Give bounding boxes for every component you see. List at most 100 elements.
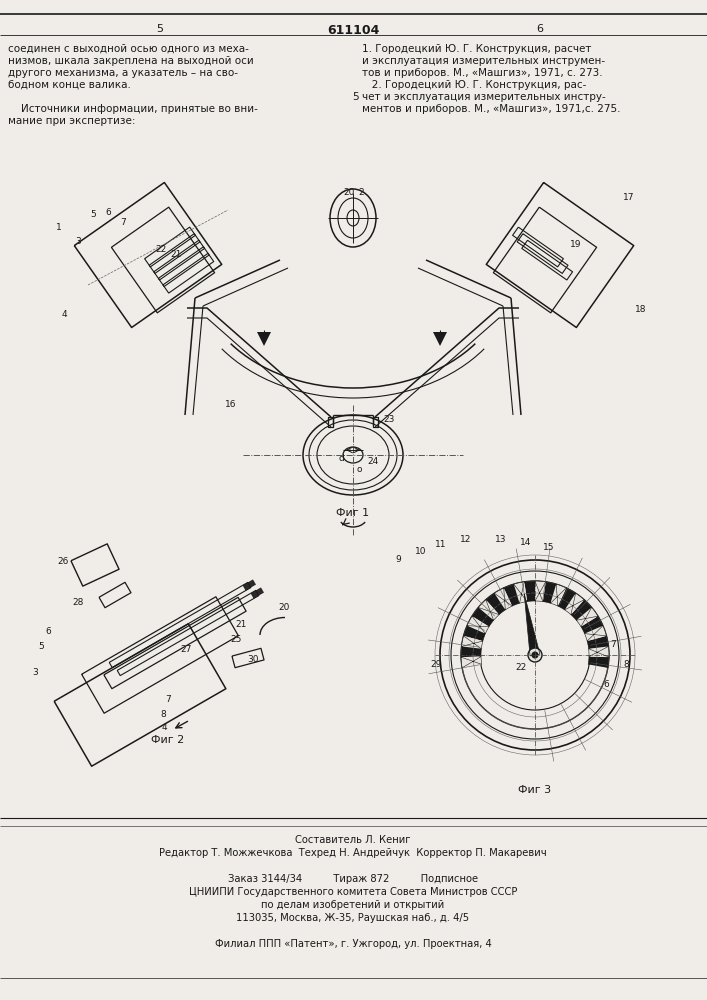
Text: мание при экспертизе:: мание при экспертизе: (8, 116, 136, 126)
Text: 21: 21 (170, 250, 182, 259)
Text: 5: 5 (90, 210, 95, 219)
Text: 9: 9 (395, 555, 401, 564)
Text: 7: 7 (165, 695, 171, 704)
Text: Фиг 2: Фиг 2 (151, 735, 185, 745)
Text: низмов, шкала закреплена на выходной оси: низмов, шкала закреплена на выходной оси (8, 56, 254, 66)
Text: 6: 6 (537, 24, 544, 34)
Text: 10: 10 (415, 547, 426, 556)
Polygon shape (257, 332, 271, 346)
Text: 28: 28 (72, 598, 83, 607)
Polygon shape (461, 646, 481, 657)
Text: ЦНИИПИ Государственного комитета Совета Министров СССР: ЦНИИПИ Государственного комитета Совета … (189, 887, 518, 897)
Text: бодном конце валика.: бодном конце валика. (8, 80, 131, 90)
Text: 11: 11 (435, 540, 447, 549)
Text: другого механизма, а указатель – на сво-: другого механизма, а указатель – на сво- (8, 68, 238, 78)
Text: 14: 14 (520, 538, 532, 547)
Text: чет и эксплуатация измерительных инстру-: чет и эксплуатация измерительных инстру- (362, 92, 606, 102)
Text: 22: 22 (155, 245, 166, 254)
Text: 22: 22 (515, 663, 526, 672)
Polygon shape (464, 626, 486, 641)
Text: 5: 5 (156, 24, 163, 34)
Polygon shape (250, 587, 264, 599)
Text: 4: 4 (62, 310, 68, 319)
Polygon shape (524, 594, 540, 656)
Text: 7: 7 (120, 218, 126, 227)
Polygon shape (243, 579, 256, 591)
Text: 1: 1 (56, 223, 62, 232)
Text: 6: 6 (603, 680, 609, 689)
Text: 3: 3 (32, 668, 37, 677)
Text: по делам изобретений и открытий: по делам изобретений и открытий (262, 900, 445, 910)
Polygon shape (433, 332, 447, 346)
Polygon shape (514, 582, 527, 603)
Text: 5: 5 (353, 92, 359, 102)
Polygon shape (551, 584, 566, 606)
Text: 16: 16 (225, 400, 237, 409)
Text: 23: 23 (383, 415, 395, 424)
Text: ментов и приборов. М., «Машгиз», 1971,с. 275.: ментов и приборов. М., «Машгиз», 1971,с.… (362, 104, 621, 114)
Polygon shape (462, 636, 483, 649)
Polygon shape (479, 600, 499, 620)
Text: 13: 13 (495, 535, 506, 544)
Text: Фиг 1: Фиг 1 (337, 508, 370, 518)
Text: 8: 8 (160, 710, 165, 719)
Text: 7: 7 (610, 640, 616, 649)
Text: 611104: 611104 (327, 24, 379, 37)
Text: 6: 6 (105, 208, 111, 217)
Text: 25: 25 (230, 635, 241, 644)
Ellipse shape (528, 648, 542, 662)
Polygon shape (472, 607, 493, 627)
Text: 4: 4 (162, 723, 168, 732)
Text: соединен с выходной осью одного из меха-: соединен с выходной осью одного из меха- (8, 44, 249, 54)
Text: и эксплуатация измерительных инструмен-: и эксплуатация измерительных инструмен- (362, 56, 605, 66)
Text: 20: 20 (278, 603, 289, 612)
Text: 8: 8 (623, 660, 629, 669)
Text: 12: 12 (460, 535, 472, 544)
Polygon shape (571, 600, 592, 620)
Ellipse shape (532, 652, 538, 658)
Polygon shape (589, 646, 609, 657)
Polygon shape (535, 581, 546, 602)
Text: Источники информации, принятые во вни-: Источники информации, принятые во вни- (8, 104, 258, 114)
Text: 2. Городецкий Ю. Г. Конструкция, рас-: 2. Городецкий Ю. Г. Конструкция, рас- (362, 80, 586, 90)
Polygon shape (585, 626, 607, 641)
Text: 2: 2 (358, 188, 363, 197)
Text: Составитель Л. Кениг: Составитель Л. Кениг (296, 835, 411, 845)
Polygon shape (565, 593, 584, 615)
Polygon shape (503, 584, 520, 606)
Text: 3: 3 (75, 237, 81, 246)
Polygon shape (576, 607, 598, 627)
Text: 26: 26 (57, 557, 69, 566)
Polygon shape (467, 616, 489, 634)
Text: 20: 20 (343, 188, 354, 197)
Text: 15: 15 (543, 543, 554, 552)
Polygon shape (558, 588, 575, 610)
Polygon shape (525, 581, 535, 602)
Text: o: o (357, 465, 363, 474)
Text: Филиал ППП «Патент», г. Ужгород, ул. Проектная, 4: Филиал ППП «Патент», г. Ужгород, ул. Про… (215, 939, 491, 949)
Polygon shape (461, 657, 481, 668)
Text: d: d (338, 454, 344, 463)
Polygon shape (486, 593, 506, 615)
Text: 21: 21 (235, 620, 246, 629)
Text: тов и приборов. М., «Машгиз», 1971, с. 273.: тов и приборов. М., «Машгиз», 1971, с. 2… (362, 68, 602, 78)
Text: Заказ 3144/34          Тираж 872          Подписное: Заказ 3144/34 Тираж 872 Подписное (228, 874, 478, 884)
Text: Редактор Т. Можжечкова  Техред Н. Андрейчук  Корректор П. Макаревич: Редактор Т. Можжечкова Техред Н. Андрейч… (159, 848, 547, 858)
Text: Фиг 3: Фиг 3 (518, 785, 551, 795)
Text: 5: 5 (38, 642, 44, 651)
Text: 29: 29 (430, 660, 441, 669)
Text: 1. Городецкий Ю. Г. Конструкция, расчет: 1. Городецкий Ю. Г. Конструкция, расчет (362, 44, 591, 54)
Text: 27: 27 (180, 645, 192, 654)
Polygon shape (543, 582, 556, 603)
Polygon shape (494, 588, 512, 610)
Polygon shape (588, 657, 609, 668)
Text: 24: 24 (367, 457, 378, 466)
Text: 17: 17 (623, 193, 634, 202)
Polygon shape (581, 616, 603, 634)
Text: 19: 19 (570, 240, 581, 249)
Text: 18: 18 (635, 305, 646, 314)
Text: 113035, Москва, Ж-35, Раушская наб., д. 4/5: 113035, Москва, Ж-35, Раушская наб., д. … (236, 913, 469, 923)
Text: 30: 30 (247, 655, 259, 664)
Polygon shape (587, 636, 609, 649)
Text: 6: 6 (45, 627, 51, 636)
